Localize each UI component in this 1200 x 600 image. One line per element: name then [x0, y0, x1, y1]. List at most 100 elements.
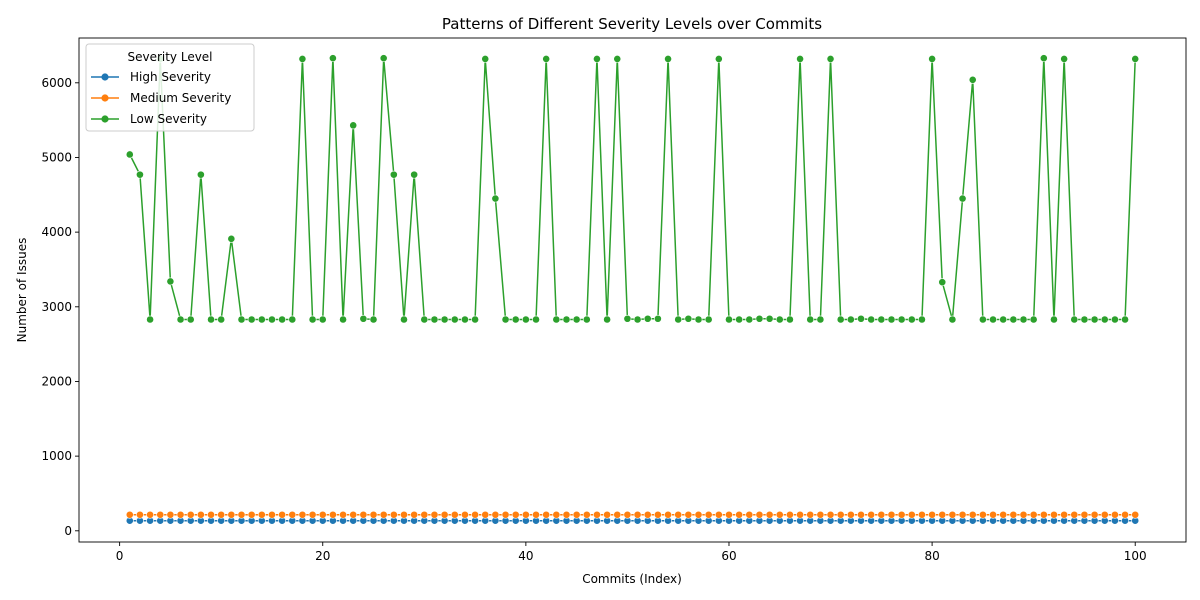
data-point-low-severity — [593, 55, 601, 63]
data-point-low-severity — [430, 315, 439, 324]
data-point-low-severity — [989, 315, 997, 324]
data-point-low-severity — [268, 315, 276, 324]
data-point-low-severity — [1111, 315, 1119, 324]
legend-box — [85, 43, 255, 132]
x-tick-label: 100 — [1124, 549, 1147, 563]
data-point-medium-severity — [461, 510, 469, 519]
y-tick-label: 6000 — [41, 76, 72, 90]
data-point-low-severity — [948, 315, 957, 324]
data-point-low-severity — [796, 55, 804, 63]
data-point-low-severity — [491, 194, 500, 203]
data-point-medium-severity — [440, 510, 449, 519]
data-point-low-severity — [643, 314, 652, 323]
data-point-medium-severity — [156, 510, 165, 519]
data-point-medium-severity — [328, 510, 337, 519]
data-point-medium-severity — [846, 510, 855, 519]
data-point-medium-severity — [786, 510, 794, 519]
chart-title: Patterns of Different Severity Levels ov… — [442, 15, 822, 33]
legend-entry-high-severity: High Severity — [130, 70, 211, 84]
data-point-low-severity — [877, 315, 886, 324]
x-tick-label: 20 — [315, 549, 330, 563]
data-point-low-severity — [562, 315, 571, 324]
data-point-low-severity — [867, 315, 876, 324]
data-point-low-severity — [359, 314, 368, 323]
data-point-low-severity — [521, 315, 530, 324]
data-point-medium-severity — [450, 510, 459, 519]
data-point-low-severity — [1060, 55, 1069, 63]
data-point-medium-severity — [603, 510, 612, 519]
data-point-medium-severity — [166, 510, 175, 519]
data-point-low-severity — [328, 54, 337, 63]
data-point-low-severity — [450, 315, 459, 324]
data-point-low-severity — [907, 315, 916, 324]
data-point-medium-severity — [562, 510, 571, 519]
data-point-medium-severity — [633, 510, 642, 519]
data-point-medium-severity — [918, 510, 926, 519]
data-point-medium-severity — [887, 510, 896, 519]
data-point-low-severity — [196, 170, 205, 179]
data-point-low-severity — [725, 315, 733, 324]
data-point-low-severity — [826, 55, 835, 63]
data-point-low-severity — [603, 315, 612, 324]
data-point-low-severity — [887, 315, 896, 324]
data-point-low-severity — [207, 315, 215, 324]
data-point-medium-severity — [999, 510, 1008, 519]
data-point-low-severity — [694, 315, 703, 324]
legend-entry-low-severity: Low Severity — [130, 112, 207, 126]
data-point-medium-severity — [714, 510, 723, 519]
data-point-low-severity — [1080, 315, 1089, 324]
data-point-low-severity — [968, 75, 977, 84]
data-point-medium-severity — [339, 510, 347, 519]
legend-entry-medium-severity: Medium Severity — [130, 91, 231, 105]
data-point-low-severity — [846, 315, 855, 324]
data-point-low-severity — [623, 314, 632, 323]
data-point-low-severity — [389, 170, 398, 179]
y-tick-label: 3000 — [41, 300, 72, 314]
data-point-low-severity — [166, 277, 175, 286]
data-point-low-severity — [664, 55, 672, 63]
data-point-medium-severity — [907, 510, 916, 519]
data-point-medium-severity — [521, 510, 530, 519]
data-point-low-severity — [572, 315, 581, 324]
data-point-medium-severity — [247, 510, 256, 519]
data-point-medium-severity — [542, 510, 551, 519]
data-point-low-severity — [999, 315, 1008, 324]
data-point-medium-severity — [857, 510, 865, 519]
data-point-medium-severity — [755, 510, 764, 519]
data-point-low-severity — [481, 55, 490, 63]
data-point-low-severity — [1070, 315, 1079, 324]
data-point-medium-severity — [704, 510, 713, 519]
data-point-low-severity — [928, 55, 936, 63]
data-point-low-severity — [298, 55, 307, 63]
data-point-medium-severity — [1009, 510, 1018, 519]
data-point-medium-severity — [938, 510, 947, 519]
data-point-medium-severity — [125, 510, 134, 519]
x-tick-label: 40 — [518, 549, 533, 563]
data-point-medium-severity — [288, 510, 297, 519]
data-point-medium-severity — [491, 510, 500, 519]
data-point-low-severity — [308, 315, 317, 324]
data-point-medium-severity — [684, 510, 693, 519]
data-point-low-severity — [918, 315, 926, 324]
data-point-low-severity — [146, 315, 154, 324]
data-point-medium-severity — [989, 510, 997, 519]
data-point-medium-severity — [298, 510, 307, 519]
data-point-low-severity — [714, 55, 723, 63]
data-point-low-severity — [400, 315, 408, 324]
data-point-low-severity — [217, 315, 226, 324]
data-point-medium-severity — [410, 510, 419, 519]
y-axis: 0 1000 2000 3000 4000 5000 6000 — [41, 76, 79, 538]
data-point-medium-severity — [501, 510, 510, 519]
x-tick-label: 0 — [116, 549, 124, 563]
data-point-low-severity — [552, 315, 561, 324]
data-point-medium-severity — [136, 510, 144, 519]
data-point-low-severity — [582, 315, 591, 324]
data-point-low-severity — [674, 315, 683, 324]
y-tick-label: 4000 — [41, 225, 72, 239]
data-point-medium-severity — [1060, 510, 1069, 519]
data-point-medium-severity — [806, 510, 815, 519]
data-point-low-severity — [420, 315, 429, 324]
x-axis: 0 20 40 60 80 100 — [116, 542, 1147, 563]
x-axis-label: Commits (Index) — [582, 572, 682, 586]
data-point-low-severity — [1131, 55, 1140, 63]
